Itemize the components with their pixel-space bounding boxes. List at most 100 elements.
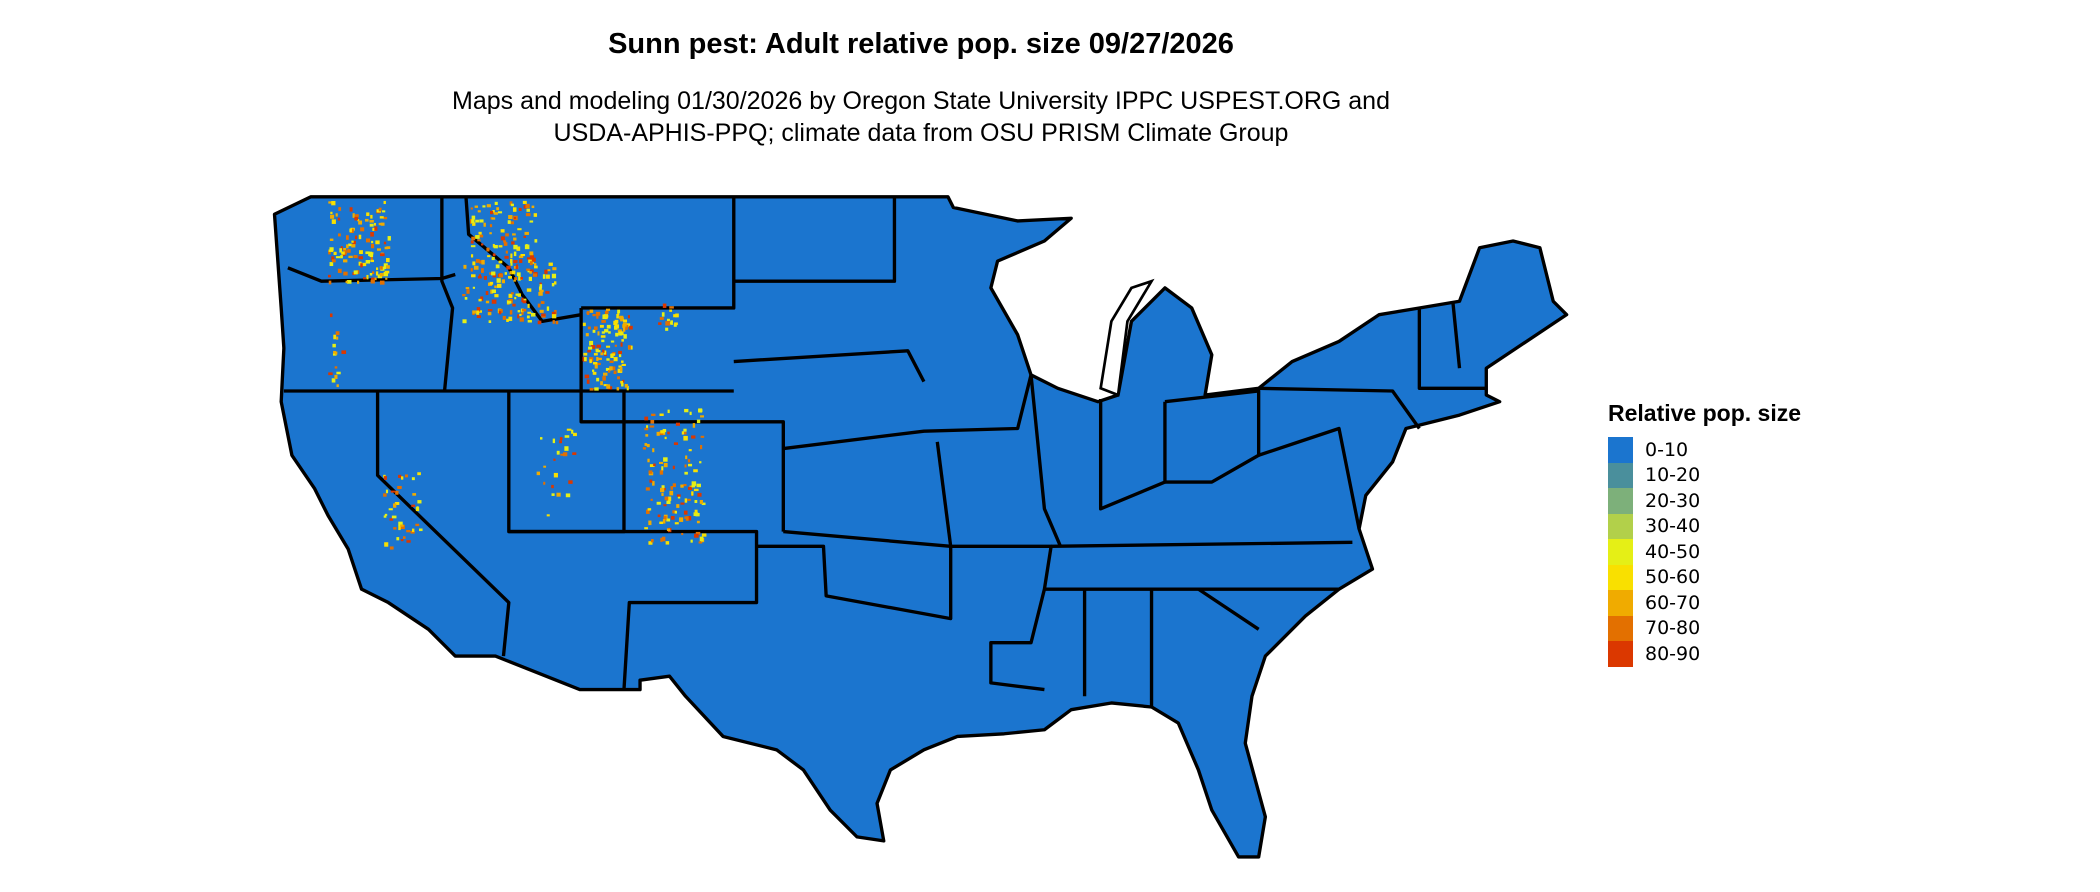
hotspot-pixel — [333, 334, 337, 340]
hotspot-pixel — [694, 533, 699, 538]
hotspot-pixel — [398, 525, 401, 531]
hotspot-pixel — [470, 268, 473, 272]
hotspot-pixel — [622, 379, 625, 383]
hotspot-pixel — [646, 509, 650, 514]
hotspot-pixel — [661, 485, 665, 489]
hotspot-pixel — [379, 216, 384, 219]
hotspot-pixel — [683, 510, 688, 515]
hotspot-pixel — [373, 222, 376, 226]
hotspot-pixel — [462, 293, 466, 297]
hotspot-pixel — [512, 233, 516, 236]
hotspot-pixel — [683, 435, 688, 441]
hotspot-pixel — [402, 536, 406, 539]
hotspot-pixel — [513, 260, 518, 264]
hotspot-pixel — [384, 246, 389, 250]
hotspot-pixel — [601, 339, 605, 343]
hotspot-pixel — [501, 279, 505, 284]
hotspot-pixel — [514, 296, 517, 300]
hotspot-pixel — [491, 289, 496, 294]
hotspot-pixel — [683, 428, 687, 432]
hotspot-pixel — [471, 215, 476, 220]
hotspot-pixel — [695, 512, 700, 517]
hotspot-pixel — [649, 464, 655, 468]
hotspot-pixel — [596, 314, 599, 319]
hotspot-pixel — [342, 253, 346, 257]
hotspot-pixel — [604, 329, 609, 333]
hotspot-pixel — [700, 415, 705, 418]
map-title: Sunn pest: Adult relative pop. size 09/2… — [608, 28, 1234, 60]
hotspot-pixel — [614, 344, 617, 347]
hotspot-pixel — [353, 254, 358, 259]
hotspot-pixel — [329, 247, 334, 251]
legend-label: 50-60 — [1645, 566, 1701, 589]
hotspot-pixel — [648, 541, 653, 545]
hotspot-pixel — [417, 472, 421, 476]
hotspot-pixel — [521, 310, 524, 315]
hotspot-pixel — [518, 255, 524, 259]
hotspot-pixel — [404, 474, 409, 478]
hotspot-pixel — [517, 310, 521, 313]
hotspot-pixel — [559, 440, 563, 444]
hotspot-pixel — [616, 387, 620, 391]
hotspot-pixel — [349, 228, 352, 233]
hotspot-pixel — [336, 384, 339, 388]
hotspot-pixel — [614, 319, 619, 324]
hotspot-pixel — [659, 521, 664, 525]
hotspot-pixel — [385, 277, 388, 280]
hotspot-pixel — [489, 224, 493, 228]
hotspot-pixel — [551, 493, 555, 496]
hotspot-pixel — [345, 235, 349, 240]
hotspot-pixel — [509, 310, 513, 315]
hotspot-pixel — [471, 274, 476, 278]
hotspot-pixel — [351, 244, 356, 248]
hotspot-pixel — [479, 219, 484, 223]
hotspot-pixel — [331, 256, 335, 261]
hotspot-pixel — [585, 333, 589, 337]
hotspot-pixel — [687, 459, 691, 463]
hotspot-pixel — [341, 350, 347, 354]
hotspot-pixel — [551, 283, 555, 287]
hotspot-pixel — [490, 210, 494, 215]
hotspot-pixel — [677, 495, 681, 499]
hotspot-pixel — [389, 518, 394, 521]
hotspot-pixel — [687, 515, 692, 521]
hotspot-pixel — [478, 231, 482, 235]
hotspot-pixel — [466, 289, 470, 294]
hotspot-pixel — [337, 268, 342, 273]
hotspot-pixel — [560, 453, 565, 456]
hotspot-pixel — [691, 435, 696, 439]
legend-swatch — [1608, 641, 1633, 667]
hotspot-pixel — [604, 310, 609, 315]
hotspot-pixel — [652, 448, 655, 453]
hotspot-pixel — [505, 250, 508, 254]
subtitle-line-1: Maps and modeling 01/30/2026 by Oregon S… — [452, 87, 1390, 115]
hotspot-pixel — [527, 311, 532, 314]
hotspot-pixel — [485, 291, 489, 296]
hotspot-pixel — [592, 313, 596, 317]
hotspot-pixel — [592, 369, 595, 372]
hotspot-pixel — [700, 435, 705, 438]
hotspot-pixel — [343, 247, 347, 251]
legend-label: 60-70 — [1645, 591, 1701, 614]
hotspot-pixel — [623, 334, 627, 339]
lake-michigan — [1099, 278, 1155, 397]
hotspot-pixel — [369, 219, 374, 223]
hotspot-pixel — [701, 533, 707, 537]
legend-item: 50-60 — [1608, 564, 1801, 590]
hotspot-pixel — [571, 429, 574, 434]
hotspot-pixel — [661, 312, 665, 317]
hotspot-pixel — [647, 458, 650, 463]
hotspot-pixel — [328, 274, 331, 278]
hotspot-pixel — [685, 455, 688, 460]
hotspot-pixel — [544, 269, 548, 274]
hotspot-pixel — [360, 227, 365, 232]
hotspot-pixel — [592, 362, 598, 365]
hotspot-pixel — [537, 303, 541, 308]
hotspot-pixel — [652, 481, 655, 486]
hotspot-pixel — [545, 291, 550, 294]
hotspot-pixel — [519, 317, 524, 322]
hotspot-pixel — [624, 383, 628, 388]
hotspot-pixel — [482, 205, 486, 208]
hotspot-pixel — [670, 516, 675, 520]
hotspot-pixel — [339, 248, 342, 253]
